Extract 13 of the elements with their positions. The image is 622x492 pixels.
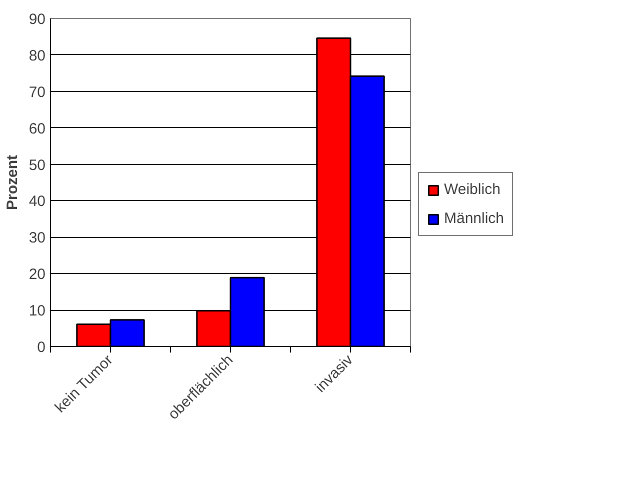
y-axis-title: Prozent: [4, 154, 21, 210]
y-tick-label: 80: [28, 47, 46, 64]
y-tick-label: 0: [37, 339, 46, 356]
y-tick-label: 40: [28, 193, 46, 210]
y-tick-label: 60: [28, 120, 46, 138]
y-tick-label: 30: [28, 230, 46, 247]
y-tick-label: 10: [28, 302, 46, 320]
y-tick-label: 70: [28, 84, 46, 101]
legend-label: Männlich: [444, 210, 504, 227]
y-tick-label: 20: [28, 266, 46, 284]
y-tick-label: 90: [28, 11, 46, 28]
y-tick-label: 50: [28, 156, 46, 174]
legend-label: Weiblich: [444, 181, 500, 198]
